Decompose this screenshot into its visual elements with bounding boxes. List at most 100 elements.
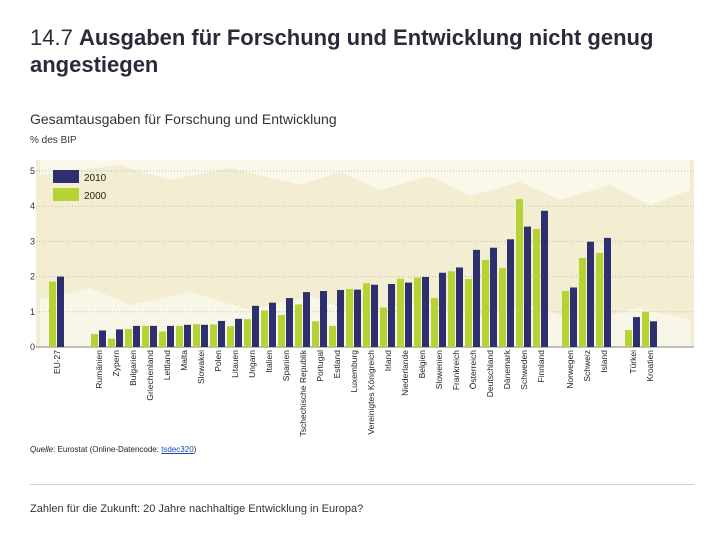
bar-2000 (312, 321, 319, 347)
bar-2010 (524, 226, 531, 347)
y-tick-label: 5 (30, 166, 35, 176)
bar-2000 (244, 319, 251, 347)
bar-2000 (533, 229, 540, 347)
bar-2010 (303, 292, 310, 347)
x-tick-label: Luxemburg (349, 350, 359, 393)
bar-2000 (159, 331, 166, 347)
page-title: 14.7 Ausgaben für Forschung und Entwickl… (30, 24, 690, 78)
x-tick-label: Bulgarien (128, 350, 138, 386)
x-tick-label: Zypern (111, 350, 121, 377)
title-text: Ausgaben für Forschung und Entwicklung n… (30, 25, 654, 77)
legend-swatch-2000 (53, 188, 79, 201)
footer-text: Zahlen für die Zukunft: 20 Jahre nachhal… (30, 503, 364, 515)
y-tick-label: 3 (30, 236, 35, 246)
x-tick-label: Griechenland (145, 350, 155, 401)
bar-2010 (604, 237, 611, 347)
x-tick-label: Lettland (162, 350, 172, 381)
map-sea-area (40, 160, 690, 205)
y-tick-label: 0 (30, 342, 35, 352)
bar-2000 (91, 333, 98, 347)
x-tick-label: Ungarn (247, 350, 257, 378)
bar-2010 (650, 321, 657, 347)
bar-2010 (286, 298, 293, 347)
bar-2010 (570, 287, 577, 347)
bar-2000 (625, 330, 632, 347)
x-tick-label: Schweden (519, 350, 529, 390)
bar-2010 (439, 272, 446, 347)
bar-2010 (422, 276, 429, 347)
x-tick-label: Estland (332, 350, 342, 379)
x-tick-label: Schweiz (582, 350, 592, 382)
chart-subtitle: Gesamtausgaben für Forschung und Entwick… (30, 111, 337, 127)
bar-2000 (227, 326, 234, 347)
bar-2000 (596, 253, 603, 347)
bar-2010 (167, 325, 174, 347)
bar-2010 (235, 318, 242, 347)
bar-2010 (184, 324, 191, 347)
bar-2010 (252, 305, 259, 347)
bar-2000 (562, 291, 569, 347)
x-tick-label: Litauen (230, 350, 240, 378)
bar-2000 (448, 271, 455, 347)
bar-2000 (125, 329, 132, 347)
bar-2000 (642, 311, 649, 347)
bar-2000 (49, 281, 56, 347)
source-note: Quelle: Eurostat (Online-Datencode: tsde… (30, 445, 196, 454)
x-tick-label: Spanien (281, 350, 291, 381)
bar-2010 (405, 282, 412, 347)
x-tick-label: Dänemark (502, 349, 512, 389)
bar-2010 (57, 276, 64, 347)
x-tick-label: Malta (179, 350, 189, 371)
bar-2010 (541, 210, 548, 347)
x-tick-label: EU-27 (52, 350, 62, 374)
bar-2010 (116, 329, 123, 347)
source-link[interactable]: tsdec320 (161, 445, 194, 454)
y-tick-label: 2 (30, 272, 35, 282)
bar-2010 (99, 330, 106, 347)
bar-2000 (193, 324, 200, 347)
x-tick-label: Kroatien (645, 350, 655, 382)
source-end: ) (193, 445, 197, 454)
bar-2010 (354, 289, 361, 347)
bar-2000 (329, 325, 336, 347)
bar-2010 (269, 302, 276, 347)
x-tick-label: Island (599, 350, 609, 373)
bar-2000 (465, 279, 472, 347)
bar-2010 (371, 284, 378, 347)
bar-2000 (482, 260, 489, 347)
bar-2010 (633, 317, 640, 347)
source-text: : Eurostat (Online-Datencode: (53, 445, 162, 454)
bar-2010 (133, 325, 140, 347)
bar-2000 (176, 325, 183, 347)
x-tick-label: Türkei (628, 350, 638, 374)
x-tick-label: Portugal (315, 350, 325, 382)
bar-2010 (388, 283, 395, 347)
bar-2000 (295, 304, 302, 347)
bar-2000 (142, 325, 149, 347)
legend-label-2000: 2000 (84, 191, 107, 202)
x-tick-label: Finnland (536, 350, 546, 383)
bar-2010 (337, 289, 344, 347)
x-tick-label: Niederlande (400, 350, 410, 396)
x-tick-label: Österreich (468, 350, 478, 389)
bar-2000 (278, 314, 285, 347)
x-tick-label: Polen (213, 350, 223, 372)
bar-2000 (431, 298, 438, 347)
bar-2010 (320, 291, 327, 347)
x-tick-label: Vereinigtes Königreich (366, 350, 376, 435)
bar-2000 (499, 268, 506, 347)
bar-2000 (579, 257, 586, 347)
footer-divider (30, 484, 694, 485)
bar-2010 (150, 325, 157, 347)
bar-2000 (380, 307, 387, 347)
bar-2010 (218, 320, 225, 347)
bar-2000 (261, 310, 268, 347)
bar-2000 (414, 277, 421, 347)
y-tick-label: 4 (30, 201, 35, 211)
x-tick-label: Norwegen (565, 350, 575, 389)
x-tick-label: Italien (264, 350, 274, 373)
bar-2000 (363, 283, 370, 347)
y-axis-unit: % des BIP (30, 135, 77, 146)
bar-2010 (473, 249, 480, 347)
